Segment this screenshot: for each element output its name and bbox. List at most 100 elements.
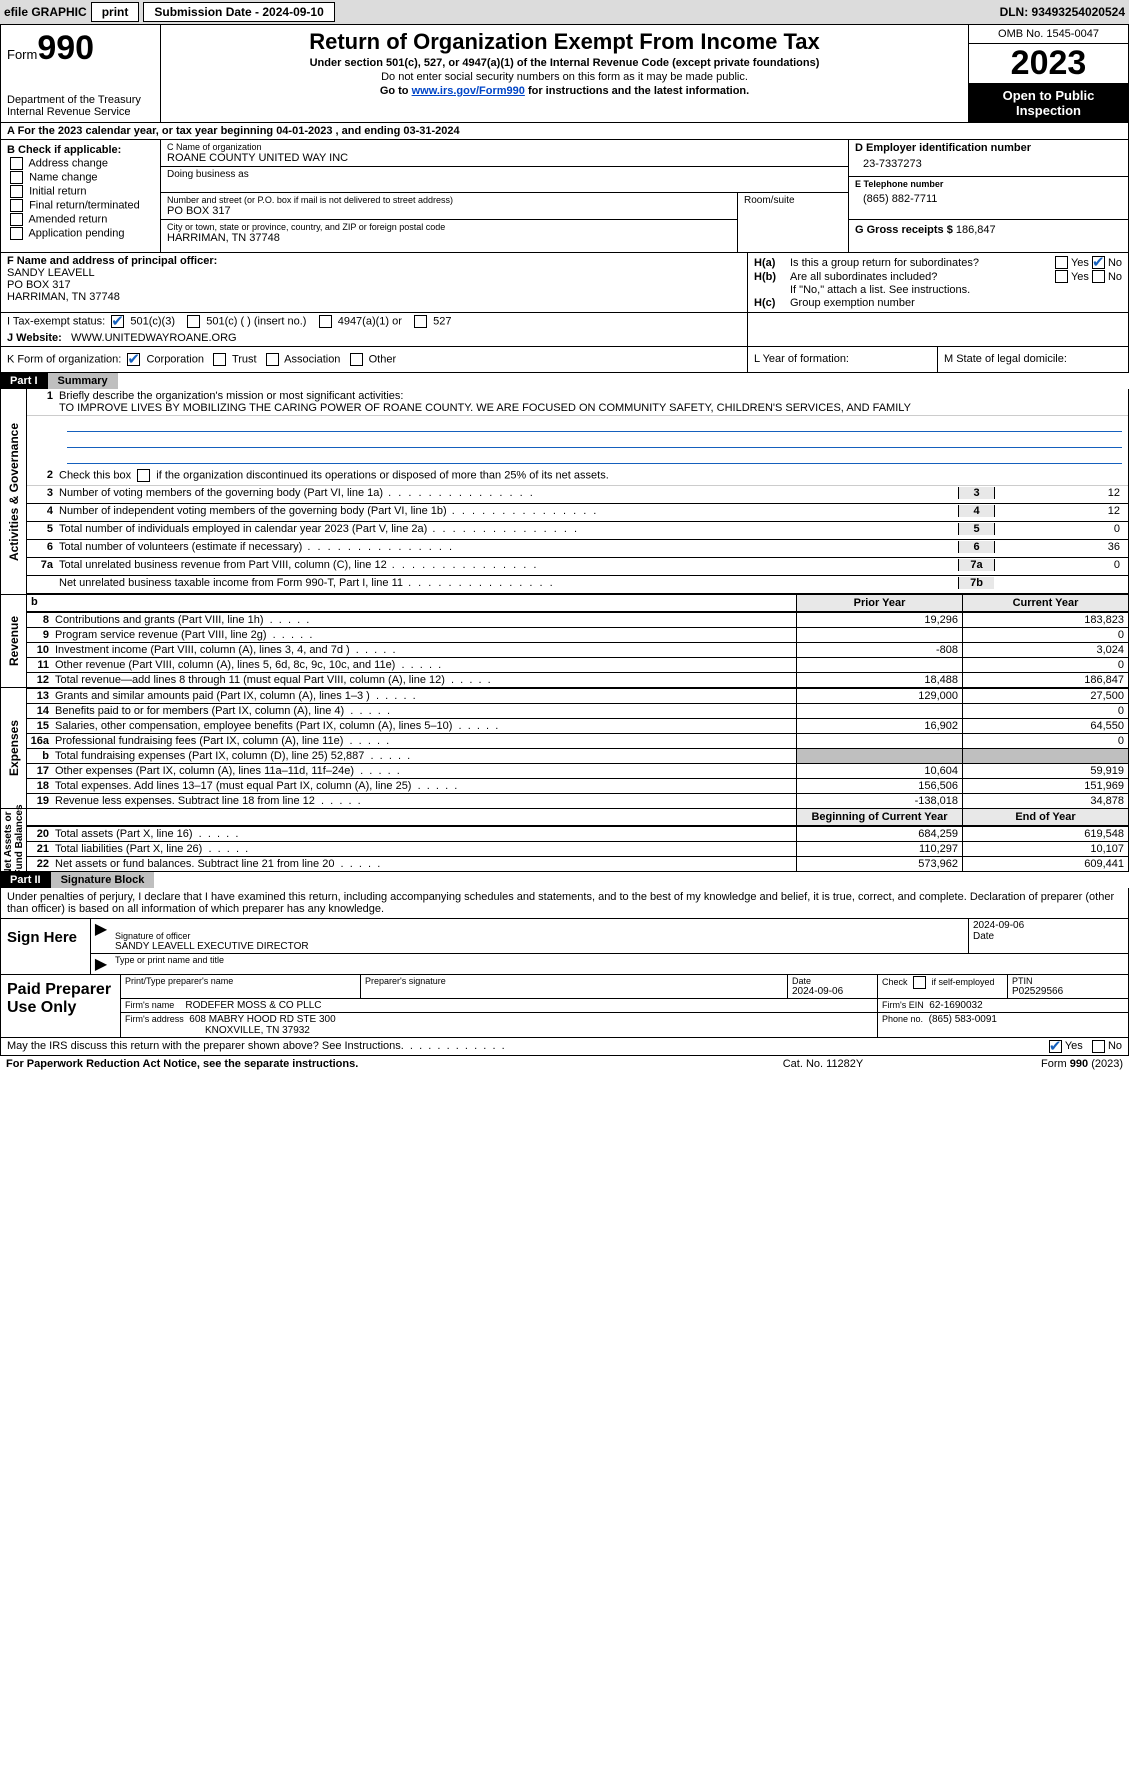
part-ii-header: Part II Signature Block	[0, 872, 1129, 888]
gross-label: G Gross receipts $	[855, 224, 953, 236]
omb-number: OMB No. 1545-0047	[969, 25, 1128, 44]
form-org-label: K Form of organization:	[7, 353, 121, 365]
form-subtitle-2: Do not enter social security numbers on …	[169, 71, 960, 83]
chk-501c[interactable]	[187, 315, 200, 328]
vtab-ag: Activities & Governance	[7, 422, 21, 560]
line-key: 4	[958, 505, 994, 517]
sig-type-label: Type or print name and title	[115, 955, 1124, 965]
chk-amended-return[interactable]: Amended return	[7, 213, 154, 226]
prior-val: -138,018	[796, 794, 962, 808]
chk-527[interactable]	[414, 315, 427, 328]
line-text: Net unrelated business taxable income fr…	[59, 577, 958, 589]
prior-val: 573,962	[796, 857, 962, 871]
chk-address-change[interactable]: Address change	[7, 157, 154, 170]
discuss-no[interactable]	[1092, 1040, 1105, 1053]
line-text: Professional fundraising fees (Part IX, …	[55, 734, 796, 748]
firm-addr2: KNOXVILLE, TN 37932	[125, 1025, 873, 1036]
discuss-row: May the IRS discuss this return with the…	[0, 1038, 1129, 1056]
firm-phone-label: Phone no.	[882, 1014, 923, 1024]
discuss-yes[interactable]	[1049, 1040, 1062, 1053]
paid-preparer-block: Paid Preparer Use Only Print/Type prepar…	[0, 975, 1129, 1038]
hc-text: Group exemption number	[790, 297, 1122, 309]
chk-corporation[interactable]	[127, 353, 140, 366]
hb-no[interactable]	[1092, 270, 1105, 283]
line-text: Salaries, other compensation, employee b…	[55, 719, 796, 733]
open-to-public: Open to Public Inspection	[969, 84, 1128, 122]
firm-addr1: 608 MABRY HOOD RD STE 300	[189, 1014, 335, 1025]
line-val: 12	[994, 487, 1124, 499]
box-b-header: B Check if applicable:	[7, 144, 154, 156]
tax-year: 2023	[969, 44, 1128, 84]
prior-val	[796, 749, 962, 763]
dept-label: Department of the Treasury Internal Reve…	[7, 94, 154, 118]
row-a-tax-year: A For the 2023 calendar year, or tax yea…	[0, 123, 1129, 140]
sig-officer-label: Signature of officer	[115, 931, 964, 941]
chk-other[interactable]	[350, 353, 363, 366]
discuss-text: May the IRS discuss this return with the…	[7, 1040, 1046, 1053]
hb-text: Are all subordinates included?	[790, 271, 1052, 283]
prior-val: 156,506	[796, 779, 962, 793]
prior-val: 10,604	[796, 764, 962, 778]
curr-val: 0	[962, 734, 1128, 748]
line-text: Total assets (Part X, line 16) . . . . .	[55, 827, 796, 841]
paid-preparer-label: Paid Preparer Use Only	[1, 975, 121, 1037]
q1-text: TO IMPROVE LIVES BY MOBILIZING THE CARIN…	[59, 402, 1124, 414]
prior-val: 129,000	[796, 689, 962, 703]
ha-no[interactable]	[1092, 256, 1105, 269]
sign-here-block: Sign Here ▶ Signature of officer SANDY L…	[0, 919, 1129, 975]
line-text: Grants and similar amounts paid (Part IX…	[55, 689, 796, 703]
summary-expenses: Expenses 13 Grants and similar amounts p…	[0, 688, 1129, 809]
line-val: 12	[994, 505, 1124, 517]
chk-initial-return[interactable]: Initial return	[7, 185, 154, 198]
irs-link[interactable]: www.irs.gov/Form990	[412, 85, 525, 97]
chk-4947[interactable]	[319, 315, 332, 328]
chk-trust[interactable]	[213, 353, 226, 366]
form-subtitle-1: Under section 501(c), 527, or 4947(a)(1)…	[169, 57, 960, 69]
footer: For Paperwork Reduction Act Notice, see …	[0, 1056, 1129, 1072]
prior-val	[796, 658, 962, 672]
firm-ein: 62-1690032	[929, 1000, 982, 1011]
line-text: Other expenses (Part IX, column (A), lin…	[55, 764, 796, 778]
curr-val: 0	[962, 628, 1128, 642]
curr-val: 619,548	[962, 827, 1128, 841]
website: WWW.UNITEDWAYROANE.ORG	[71, 332, 237, 344]
firm-addr-label: Firm's address	[125, 1014, 184, 1024]
line-text: Number of voting members of the governin…	[59, 487, 958, 499]
chk-final-return[interactable]: Final return/terminated	[7, 199, 154, 212]
row-i: I Tax-exempt status: 501(c)(3) 501(c) ( …	[0, 313, 1129, 347]
curr-val: 186,847	[962, 673, 1128, 687]
chk-name-change[interactable]: Name change	[7, 171, 154, 184]
curr-val: 183,823	[962, 613, 1128, 627]
prior-val	[796, 628, 962, 642]
prior-val: 110,297	[796, 842, 962, 856]
print-button[interactable]: print	[91, 2, 140, 22]
chk-association[interactable]	[266, 353, 279, 366]
line-key: 5	[958, 523, 994, 535]
dba-label: Doing business as	[161, 167, 848, 193]
summary-ag: Activities & Governance 1 Briefly descri…	[0, 389, 1129, 595]
end-year-hdr: End of Year	[962, 809, 1128, 825]
part-i-header: Part I Summary	[0, 373, 1129, 389]
prep-sig-label: Preparer's signature	[365, 976, 783, 986]
curr-val: 34,878	[962, 794, 1128, 808]
officer-name: SANDY LEAVELL	[7, 267, 741, 279]
city: HARRIMAN, TN 37748	[167, 232, 731, 244]
line-text: Revenue less expenses. Subtract line 18 …	[55, 794, 796, 808]
officer-addr1: PO BOX 317	[7, 279, 741, 291]
officer-addr2: HARRIMAN, TN 37748	[7, 291, 741, 303]
q1-label: Briefly describe the organization's miss…	[59, 390, 1124, 402]
curr-val: 64,550	[962, 719, 1128, 733]
line-text: Investment income (Part VIII, column (A)…	[55, 643, 796, 657]
line-key: 6	[958, 541, 994, 553]
year-formation: L Year of formation:	[748, 347, 938, 372]
chk-501c3[interactable]	[111, 315, 124, 328]
chk-self-employed[interactable]	[913, 976, 926, 989]
prep-date: 2024-09-06	[792, 986, 873, 997]
ha-yes[interactable]	[1055, 256, 1068, 269]
chk-application-pending[interactable]: Application pending	[7, 227, 154, 240]
hb-yes[interactable]	[1055, 270, 1068, 283]
vtab-rev: Revenue	[7, 616, 21, 666]
org-name: ROANE COUNTY UNITED WAY INC	[167, 152, 842, 164]
sig-intro: Under penalties of perjury, I declare th…	[0, 888, 1129, 919]
chk-discontinued[interactable]	[137, 469, 150, 482]
